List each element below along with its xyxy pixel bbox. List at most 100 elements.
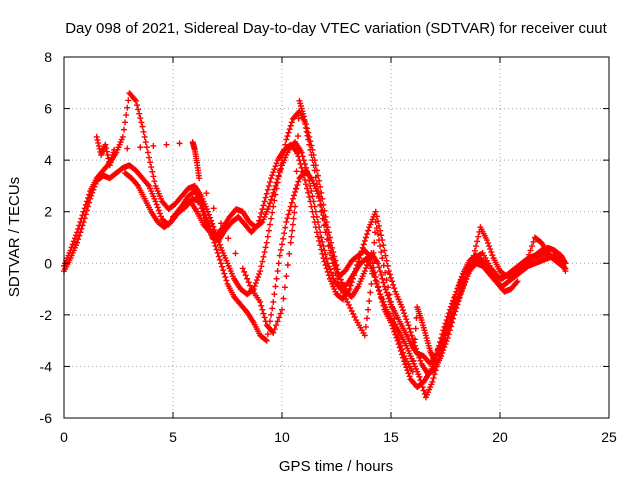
data-point: [417, 377, 424, 384]
data-point: [444, 319, 451, 326]
data-point: [292, 188, 299, 195]
data-point: [288, 119, 295, 126]
data-point: [388, 274, 394, 281]
data-point: [417, 357, 424, 364]
data-point: [294, 133, 301, 140]
data-point: [437, 351, 444, 358]
data-point: [219, 263, 226, 270]
data-point: [242, 272, 249, 279]
data-point: [308, 188, 315, 195]
data-point: [379, 275, 386, 282]
data-point: [321, 207, 328, 214]
data-point: [268, 175, 275, 182]
data-point: [449, 304, 456, 311]
data-point: [381, 283, 388, 290]
data-point: [276, 314, 283, 321]
data-point: [158, 213, 165, 220]
data-point: [247, 282, 254, 289]
data-point: [338, 286, 345, 293]
data-point: [274, 268, 281, 275]
data-point: [317, 229, 324, 236]
data-point: [270, 298, 277, 305]
data-point: [328, 269, 335, 276]
data-point: [262, 194, 269, 201]
data-point: [359, 244, 366, 251]
data-point: [269, 172, 276, 179]
data-point: [217, 220, 224, 227]
data-point: [381, 247, 388, 254]
data-point: [283, 219, 290, 226]
data-point: [377, 243, 384, 250]
data-point: [488, 249, 495, 256]
data-point: [289, 227, 296, 234]
data-point: [451, 294, 458, 301]
data-point: [376, 264, 383, 271]
data-point: [283, 136, 290, 143]
data-point: [139, 123, 146, 130]
data-point: [406, 325, 413, 332]
data-point: [366, 298, 373, 305]
data-point: [146, 154, 153, 161]
data-point: [273, 179, 280, 186]
data-point: [435, 342, 442, 349]
data-point: [335, 280, 342, 287]
data-point: [270, 169, 277, 176]
data-point: [82, 201, 89, 208]
data-point: [253, 277, 260, 284]
data-point: [399, 307, 406, 314]
data-point: [346, 286, 353, 293]
data-point: [398, 346, 405, 353]
data-point: [274, 176, 281, 183]
data-point: [75, 225, 82, 232]
data-point: [86, 191, 93, 198]
data-point: [307, 182, 314, 189]
data-point: [103, 145, 110, 152]
data-point: [302, 164, 309, 171]
data-point: [293, 168, 300, 175]
data-point: [269, 305, 276, 312]
data-point: [245, 279, 252, 286]
data-point: [351, 314, 358, 321]
data-point: [361, 237, 368, 244]
data-point: [524, 255, 531, 262]
data-point: [271, 291, 278, 298]
data-point: [291, 209, 298, 216]
data-point: [308, 151, 315, 158]
data-point: [316, 194, 323, 201]
data-point: [432, 367, 439, 374]
data-point: [103, 148, 110, 155]
data-point: [411, 336, 418, 343]
data-point: [303, 128, 310, 135]
data-point: [277, 246, 284, 253]
data-point: [198, 205, 205, 212]
data-point: [244, 275, 251, 282]
data-point: [322, 229, 329, 236]
data-point: [344, 298, 351, 305]
data-point: [176, 140, 183, 147]
data-point: [342, 295, 349, 302]
data-point: [151, 178, 158, 185]
data-point: [410, 357, 417, 364]
data-point: [334, 275, 341, 282]
data-point: [300, 113, 307, 120]
data-point: [288, 233, 295, 240]
data-point: [220, 267, 227, 274]
data-point: [252, 280, 259, 287]
data-point: [153, 201, 160, 208]
data-point: [372, 219, 379, 226]
data-point: [562, 265, 569, 272]
data-point: [374, 231, 381, 238]
data-point: [380, 262, 387, 269]
data-point: [302, 121, 309, 128]
data-point: [154, 204, 161, 211]
data-point: [380, 279, 387, 286]
data-point: [131, 96, 138, 103]
data-point: [273, 160, 280, 167]
data-point: [94, 136, 101, 143]
data-point: [149, 168, 156, 175]
data-point: [292, 185, 299, 192]
data-point: [326, 249, 333, 256]
data-point: [337, 283, 344, 290]
data-point: [306, 194, 313, 201]
data-point: [390, 281, 397, 288]
